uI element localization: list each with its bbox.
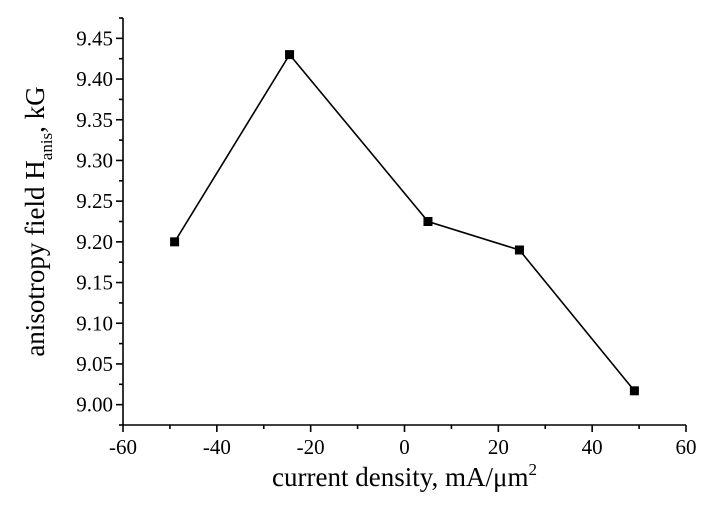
y-tick-label: 9.45 <box>76 26 113 50</box>
x-tick-label: 0 <box>399 435 410 459</box>
y-axis-label: anisotropy field Hanis, kG <box>20 86 56 356</box>
series-line <box>173 53 636 392</box>
y-axis-label-tail: , kG <box>20 86 50 133</box>
x-tick-label: 40 <box>582 435 603 459</box>
axes <box>122 18 686 426</box>
y-tick-label: 9.10 <box>76 311 113 335</box>
y-tick-label: 9.30 <box>76 148 113 172</box>
data-point <box>514 245 524 255</box>
x-axis-label-sup: 2 <box>528 460 537 479</box>
y-tick-label: 9.15 <box>76 271 113 295</box>
x-tick-label: 20 <box>488 435 509 459</box>
data-point <box>285 50 295 60</box>
x-tick-label: -60 <box>109 435 137 459</box>
x-tick-label: -20 <box>297 435 325 459</box>
y-tick-label: 9.40 <box>76 67 113 91</box>
x-axis-label: current density, mA/μm2 <box>272 460 537 492</box>
series-group <box>170 50 639 396</box>
y-tick-label: 9.00 <box>76 393 113 417</box>
x-tick-label: -40 <box>203 435 231 459</box>
x-ticks: -60 -40 -20 0 20 40 60 <box>109 425 697 459</box>
y-ticks: 9.00 9.05 9.10 9.15 9.20 9.25 9.30 9.35 9.40 9.45 <box>76 17 123 426</box>
x-axis-label-main: current density, mA/μm <box>272 462 528 492</box>
data-point <box>170 237 180 247</box>
y-axis-label-sub: anis <box>37 133 56 160</box>
y-tick-label: 9.05 <box>76 352 113 376</box>
y-tick-label: 9.20 <box>76 230 113 254</box>
data-point <box>423 217 433 226</box>
y-axis-label-main: anisotropy field H <box>20 160 50 356</box>
data-point <box>629 386 639 396</box>
y-tick-label: 9.35 <box>76 108 113 132</box>
y-tick-label: 9.25 <box>76 189 113 213</box>
x-tick-label: 60 <box>676 435 697 459</box>
